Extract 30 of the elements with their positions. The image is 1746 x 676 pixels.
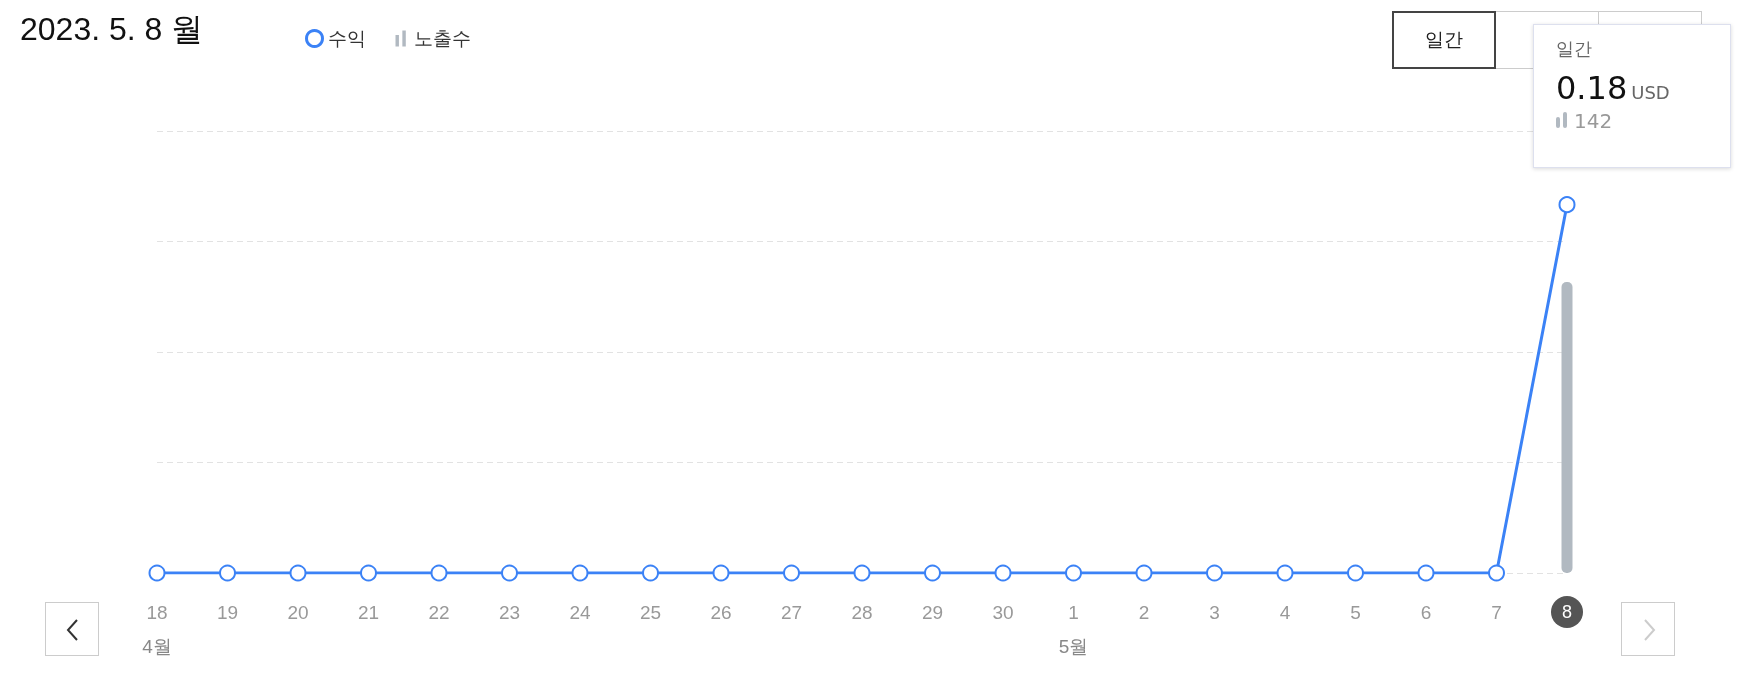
x-tick-label: 29 [921, 601, 944, 623]
x-tick-label: 18 [146, 601, 168, 623]
x-tick-label: 25 [639, 601, 662, 623]
x-tick-label: 30 [992, 601, 1014, 623]
x-tick-label: 27 [780, 601, 803, 623]
chart-title: 2023. 5. 8 월 [20, 11, 204, 47]
text: 일간 [1556, 37, 1593, 61]
x-tick-label: 3 [1209, 601, 1220, 623]
legend-label: 수익 [327, 28, 366, 49]
text: 4월 [142, 635, 172, 657]
text: 0.18 [1556, 69, 1628, 107]
x-tick-label: 6 [1420, 601, 1432, 623]
x-tick-label: 19 [216, 601, 239, 623]
x-tick-label: 20 [287, 601, 309, 623]
x-tick-label: 8 [1561, 602, 1573, 622]
x-tick-label: 2 [1138, 601, 1150, 623]
x-tick-label: 21 [357, 601, 380, 623]
x-tick-label: 1 [1068, 601, 1079, 623]
text: USD [1631, 82, 1670, 103]
x-tick-label: 28 [851, 601, 873, 623]
x-tick-label: 5 [1350, 601, 1361, 623]
x-tick-label: 7 [1491, 601, 1502, 623]
text: 142 [1573, 109, 1614, 133]
x-tick-label: 24 [569, 601, 591, 623]
text: 5월 [1058, 635, 1089, 657]
x-tick-label: 26 [710, 601, 732, 623]
x-tick-label: 4 [1279, 601, 1291, 623]
legend-label: 노출수 [413, 28, 471, 49]
x-tick-label: 23 [498, 601, 521, 623]
x-tick-label: 22 [428, 601, 450, 623]
